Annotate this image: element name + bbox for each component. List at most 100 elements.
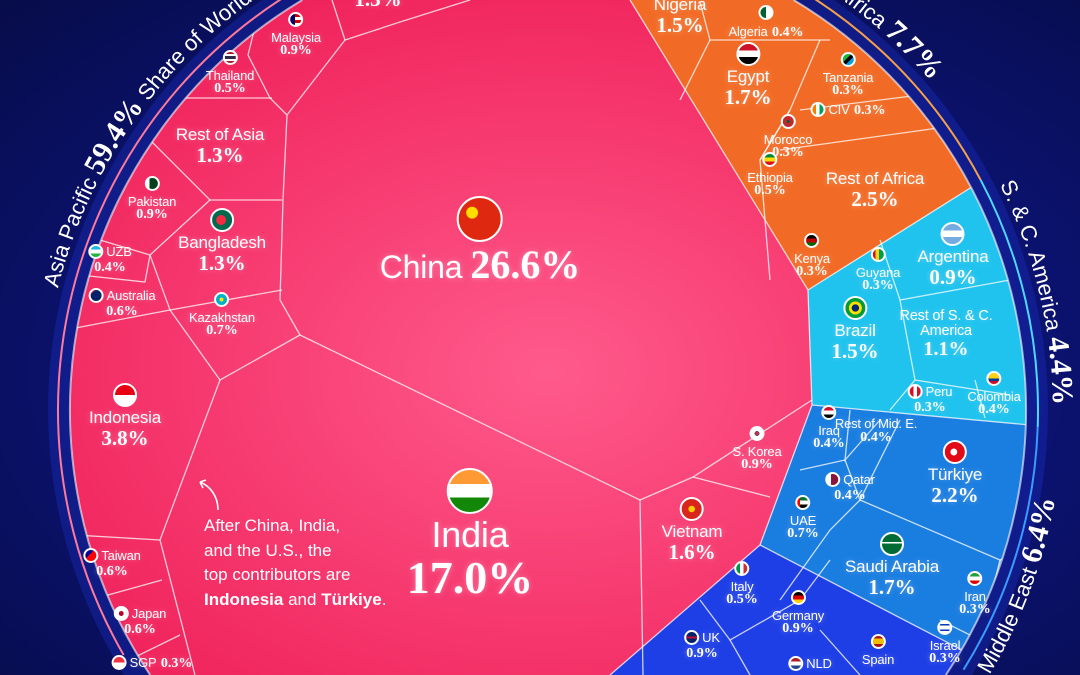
cell-label-t-rkiye: Türkiye 2.2% <box>928 440 982 506</box>
cell-value: 0.3% <box>854 103 886 118</box>
annotation-line: and the U.S., the <box>204 540 332 560</box>
cell-value: 0.5% <box>754 183 786 199</box>
cell-name: Iran <box>964 588 986 604</box>
cell-border <box>699 559 831 641</box>
cell-border <box>74 534 161 541</box>
cell-name: Rest of Africa <box>825 169 925 188</box>
cell-label-s-korea: S. Korea 0.9% <box>733 426 782 473</box>
region-ring <box>57 0 1039 671</box>
cell-border <box>692 476 771 498</box>
flag-wrap <box>856 247 900 264</box>
flag-uae-icon <box>795 495 811 511</box>
flag-pakistan-icon <box>144 176 160 192</box>
cell-value: 0.7% <box>787 526 819 542</box>
cell-value: 0.3% <box>929 651 961 667</box>
flag-wrap <box>89 383 161 407</box>
flag-wrap <box>747 152 792 169</box>
cell-label-unnamed: 1.3% <box>354 0 401 10</box>
flag-algeria-icon <box>758 5 774 21</box>
flag-wrap <box>726 561 758 578</box>
cell-name: Qatar <box>843 472 875 487</box>
cell-name: Brazil <box>834 321 876 340</box>
cell-value: 0.4% <box>772 24 804 40</box>
flag-iran-icon <box>967 571 983 587</box>
flag-brazil-icon <box>843 296 867 320</box>
cell-border <box>159 379 221 541</box>
cell-label-china: China 26.6% <box>379 196 581 287</box>
cell-border <box>679 39 711 101</box>
flag-wrap <box>407 468 534 514</box>
ring-arc <box>962 427 1039 671</box>
flag-taiwan-icon <box>83 548 99 564</box>
cell-border <box>759 404 813 546</box>
cell-value: 0.9% <box>686 645 718 661</box>
cell-name: Peru <box>925 384 953 399</box>
flag-singapore-icon <box>111 655 127 671</box>
annotation: After China, India, and the U.S., the to… <box>199 479 386 612</box>
cell-label-uae: UAE 0.7% <box>787 495 819 542</box>
cell-value: 26.6% <box>470 242 581 287</box>
cell-border <box>331 0 471 41</box>
cell-name: China <box>379 249 463 285</box>
flag-wrap <box>845 532 939 556</box>
cell-value: 0.6% <box>124 621 156 637</box>
flag-wrap <box>959 571 991 588</box>
flag-wrap <box>733 426 782 443</box>
cell-name: Rest of S. & C. America <box>899 308 993 340</box>
cell-value: 0.3% <box>160 656 193 671</box>
cell-label-malaysia: Malaysia 0.9% <box>271 12 321 59</box>
cell-border <box>974 379 986 419</box>
cell-name: Tanzania <box>822 69 874 85</box>
flag-qatar-icon <box>825 472 841 488</box>
flag-wrap <box>724 42 771 66</box>
cell-border <box>70 309 171 331</box>
cell-name: Thailand <box>205 67 255 83</box>
cell-value: 0.6% <box>96 563 128 579</box>
flag-vietnam-icon <box>679 497 704 521</box>
flag-wrap <box>662 497 723 521</box>
curved-arrow-icon <box>199 479 219 511</box>
cell-label-rest-of-s-c-america: Rest of S. & C. America 1.1% <box>896 308 996 361</box>
cell-name: S. Korea <box>732 443 782 459</box>
cell-label-guyana: Guyana 0.3% <box>856 247 900 294</box>
flag-ivory-coast-icon <box>810 102 826 118</box>
cell-name: Kenya <box>794 250 830 266</box>
cell-value: 1.1% <box>923 338 969 361</box>
flag-israel-icon <box>937 620 953 636</box>
cell-label-bangladesh: Bangladesh 1.3% <box>178 208 266 274</box>
cell-label-civ: CIV 0.3% <box>810 102 886 119</box>
cell-value: 0.9% <box>280 43 312 59</box>
cell-name: Colombia <box>967 388 1021 404</box>
flag-argentina-icon <box>940 222 965 246</box>
cell-label-israel: Israel 0.3% <box>929 620 961 667</box>
cell-label-italy: Italy 0.5% <box>726 561 758 608</box>
cell-label-uzb: UZB 0.4% <box>88 244 132 275</box>
cell-value: 0.5% <box>726 592 758 608</box>
cell-value: 0.4% <box>813 436 845 452</box>
cell-value: 0.9% <box>136 207 168 223</box>
flag-iraq-icon <box>821 405 837 421</box>
flag-peru-icon <box>907 384 923 400</box>
cell-name: Malaysia <box>271 29 321 45</box>
cell-name: UZB <box>106 244 132 259</box>
cell-label-taiwan: Taiwan 0.6% <box>83 548 141 579</box>
cell-name: Türkiye <box>927 465 983 484</box>
flag-wrap <box>189 292 255 309</box>
cell-name: Australia <box>106 288 156 303</box>
flag-wrap <box>787 495 819 512</box>
cell-name: Algeria <box>728 23 768 39</box>
region-europe <box>610 545 1010 675</box>
cell-name: Guyana <box>855 264 901 280</box>
cell-label-kenya: Kenya 0.3% <box>794 233 830 280</box>
cell-value: 0.4% <box>94 259 126 275</box>
cell-name: Kazakhstan <box>189 309 255 325</box>
cell-value: 0.3% <box>796 264 828 280</box>
cell-value: 0.9% <box>782 621 814 637</box>
cell-label-thailand: Thailand 0.5% <box>206 50 254 97</box>
cell-value: 2.5% <box>851 186 899 211</box>
cell-value: 0.3% <box>862 278 894 294</box>
cell-label-rest-of-africa: Rest of Africa 2.5% <box>826 170 924 210</box>
cell-name: SGP <box>129 655 157 670</box>
